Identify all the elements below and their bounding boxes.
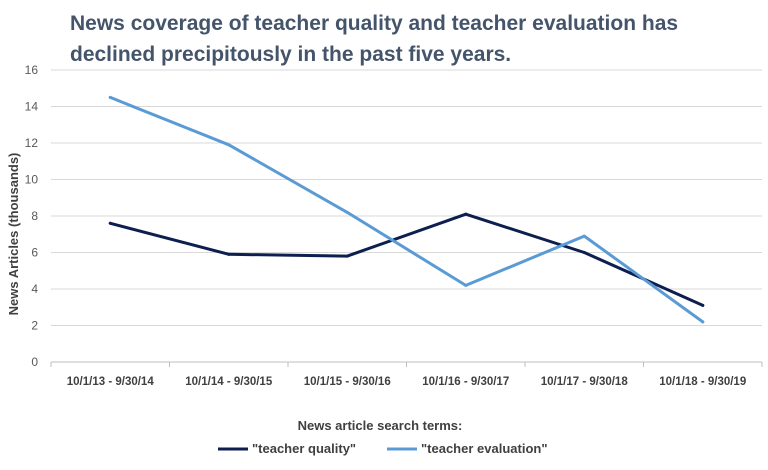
y-tick-label: 8 (31, 209, 38, 223)
y-axis-title: News Articles (thousands) (6, 153, 21, 316)
gridlines (50, 69, 763, 367)
series-lines (108, 95, 705, 324)
y-tick-label: 0 (31, 355, 38, 369)
x-tick-label: 10/1/14 - 9/30/15 (185, 376, 273, 388)
y-tick-label: 16 (25, 63, 39, 77)
x-tick-label: 10/1/18 - 9/30/19 (659, 376, 746, 388)
legend-label: "teacher quality" (252, 441, 356, 456)
data-point (108, 221, 112, 225)
x-axis-title: News article search terms: (298, 418, 463, 433)
y-tick-label: 6 (31, 246, 38, 260)
series-line-1 (108, 95, 705, 324)
y-tick-label: 14 (25, 100, 39, 114)
data-point (345, 210, 349, 214)
data-point (582, 251, 586, 254)
chart-title: News coverage of teacher quality and tea… (70, 12, 679, 66)
data-point (345, 254, 349, 258)
x-axis-ticks: 10/1/13 - 9/30/14 10/1/14 - 9/30/15 10/1/1… (67, 376, 746, 388)
data-point (227, 143, 231, 147)
data-point (582, 234, 586, 238)
y-tick-label: 12 (25, 136, 39, 150)
y-axis-ticks: 0 2 4 6 8 10 12 14 16 (25, 63, 39, 369)
x-tick-label: 10/1/13 - 9/30/14 (67, 376, 155, 388)
data-point (701, 303, 705, 307)
series-line-0 (108, 212, 705, 307)
data-point (464, 283, 468, 287)
data-point (108, 95, 112, 99)
y-tick-label: 10 (25, 173, 39, 187)
y-tick-label: 2 (31, 319, 38, 333)
x-tick-label: 10/1/15 - 9/30/16 (304, 376, 391, 388)
x-tick-label: 10/1/16 - 9/30/17 (422, 376, 509, 388)
data-point (701, 320, 705, 324)
legend: "teacher quality" "teacher evaluation" (218, 441, 547, 456)
x-tick-label: 10/1/17 - 9/30/18 (541, 376, 629, 388)
data-point (227, 252, 231, 256)
y-tick-label: 4 (31, 282, 38, 296)
data-point (464, 212, 468, 216)
legend-label: "teacher evaluation" (421, 441, 547, 456)
